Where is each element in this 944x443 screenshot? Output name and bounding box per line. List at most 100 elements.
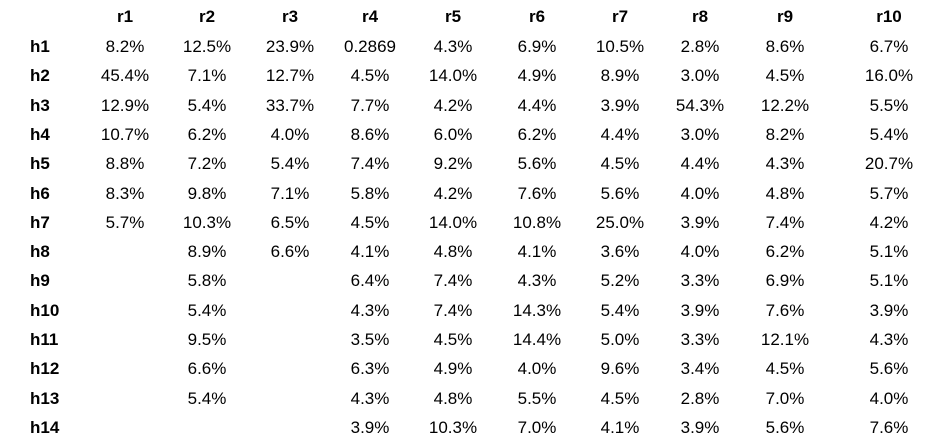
table-cell: 5.4% xyxy=(869,124,909,144)
table-cell: 10.8% xyxy=(512,212,562,232)
table-cell: 6.2% xyxy=(765,242,805,262)
table-cell: 16.0% xyxy=(864,66,914,86)
table-cell: 5.1% xyxy=(869,271,909,291)
table-cell: 5.6% xyxy=(600,183,640,203)
table-cell: 20.7% xyxy=(864,154,914,174)
table-cell: 4.8% xyxy=(433,242,473,262)
table-cell: 3.0% xyxy=(680,124,720,144)
table-cell: 5.7% xyxy=(105,212,145,232)
table-cell: 3.9% xyxy=(350,417,390,437)
table-cell: 54.3% xyxy=(675,95,725,115)
table-cell: 10.5% xyxy=(595,37,645,56)
table-cell: 6.7% xyxy=(869,37,909,56)
row-header: h10 xyxy=(30,300,60,320)
table-cell: 4.9% xyxy=(517,66,557,86)
table-cell: 7.4% xyxy=(433,300,473,320)
table-cell: 7.4% xyxy=(433,271,473,291)
table-cell: 10.3% xyxy=(182,212,232,232)
table-cell: 7.0% xyxy=(765,388,805,408)
table-cell: 7.7% xyxy=(350,95,390,115)
table-cell: 2.8% xyxy=(680,388,720,408)
table-cell: 14.0% xyxy=(428,66,478,86)
table-cell: 4.9% xyxy=(433,359,473,379)
table-cell: 3.9% xyxy=(600,95,640,115)
table-cell: 6.2% xyxy=(187,124,227,144)
column-header: r1 xyxy=(116,7,134,26)
row-header: h3 xyxy=(30,95,50,115)
table-cell: 7.1% xyxy=(187,66,227,86)
table-cell: 3.9% xyxy=(680,417,720,437)
table-cell: 3.0% xyxy=(680,66,720,86)
row-header: h13 xyxy=(30,388,60,408)
table-cell: 4.5% xyxy=(350,66,390,86)
table-cell: 5.4% xyxy=(187,300,227,320)
table-cell: 4.2% xyxy=(433,183,473,203)
row-header: h6 xyxy=(30,183,50,203)
table-cell: 4.8% xyxy=(765,183,805,203)
table-cell: 6.0% xyxy=(433,124,473,144)
table-cell: 33.7% xyxy=(265,95,315,115)
row-header: h2 xyxy=(30,66,50,86)
table-cell: 12.1% xyxy=(760,330,810,349)
table-cell: 8.8% xyxy=(105,154,145,174)
table-cell: 7.4% xyxy=(765,212,805,232)
table-cell: 4.0% xyxy=(680,242,720,262)
table-cell: 7.6% xyxy=(765,300,805,320)
table-cell: 7.6% xyxy=(517,183,557,203)
table-cell: 9.5% xyxy=(187,330,227,349)
table-cell: 5.8% xyxy=(187,271,227,291)
table-cell: 6.6% xyxy=(187,359,227,379)
column-header: r6 xyxy=(528,7,546,26)
table-cell: 5.0% xyxy=(600,330,640,349)
row-header: h4 xyxy=(30,124,50,144)
table-cell: 5.2% xyxy=(600,271,640,291)
row-header: h8 xyxy=(30,242,50,262)
table-cell: 4.5% xyxy=(433,330,473,349)
table-cell: 4.2% xyxy=(869,212,909,232)
column-header: r5 xyxy=(444,7,462,26)
table-cell: 5.6% xyxy=(869,359,909,379)
table-cell: 6.5% xyxy=(270,212,310,232)
table-cell: 4.1% xyxy=(517,242,557,262)
table-cell: 6.6% xyxy=(270,242,310,262)
table-cell: 4.5% xyxy=(765,66,805,86)
column-header: r9 xyxy=(776,7,794,26)
table-cell: 5.4% xyxy=(187,95,227,115)
table-cell: 7.0% xyxy=(517,417,557,437)
table-cell: 3.3% xyxy=(680,330,720,349)
table-cell: 8.3% xyxy=(105,183,145,203)
table-cell: 4.3% xyxy=(517,271,557,291)
table-cell: 9.8% xyxy=(187,183,227,203)
table-cell: 5.7% xyxy=(869,183,909,203)
table-cell: 3.4% xyxy=(680,359,720,379)
row-header: h11 xyxy=(30,330,59,349)
table-cell: 4.3% xyxy=(350,300,390,320)
row-header: h9 xyxy=(30,271,50,291)
row-header: h12 xyxy=(30,359,60,379)
table-cell: 10.3% xyxy=(428,417,478,437)
table-cell: 7.6% xyxy=(869,417,909,437)
row-header: h7 xyxy=(30,212,50,232)
table-cell: 3.9% xyxy=(680,212,720,232)
table-cell: 4.8% xyxy=(433,388,473,408)
table-cell: 3.6% xyxy=(600,242,640,262)
table-cell: 0.2869 xyxy=(344,37,396,56)
table-cell: 5.1% xyxy=(869,242,909,262)
table-cell: 5.4% xyxy=(270,154,310,174)
table-cell: 4.4% xyxy=(680,154,720,174)
table-cell: 5.6% xyxy=(765,417,805,437)
table-cell: 4.5% xyxy=(600,388,640,408)
table-cell: 8.2% xyxy=(105,37,145,56)
table-cell: 4.5% xyxy=(765,359,805,379)
table-cell: 8.6% xyxy=(765,37,805,56)
table-cell: 3.3% xyxy=(680,271,720,291)
table-cell: 8.6% xyxy=(350,124,390,144)
table-cell: 10.7% xyxy=(100,124,150,144)
table-cell: 25.0% xyxy=(595,212,645,232)
table-cell: 4.5% xyxy=(600,154,640,174)
table-cell: 6.4% xyxy=(350,271,390,291)
row-header: h14 xyxy=(30,417,60,437)
table-cell: 9.6% xyxy=(600,359,640,379)
table-cell: 5.6% xyxy=(517,154,557,174)
